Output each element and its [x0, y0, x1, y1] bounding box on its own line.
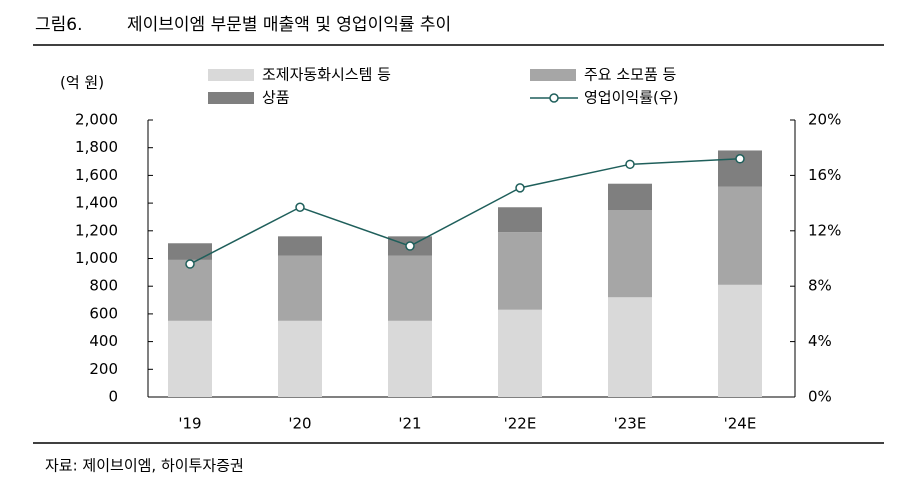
x-tick-label: '20: [288, 415, 311, 433]
marker: [515, 183, 525, 193]
bar: [168, 243, 212, 260]
bar: [498, 232, 542, 310]
y-tick-label: 800: [89, 277, 118, 295]
bar: [498, 207, 542, 233]
x-tick-label: '23E: [614, 415, 647, 433]
y2-tick-label: 20%: [808, 111, 841, 129]
bar: [278, 255, 322, 321]
bar: [278, 320, 322, 397]
legend-label: 영업이익률(우): [584, 89, 679, 107]
marker: [295, 202, 305, 213]
y-tick-label: 1,600: [75, 166, 118, 184]
legend-label: 주요 소모품 등: [584, 66, 677, 84]
legend-label: 조제자동화시스템 등: [262, 66, 391, 84]
y-tick-label: 1,000: [75, 249, 118, 267]
y-tick-label: 1,200: [75, 221, 118, 239]
bar: [608, 210, 652, 298]
x-tick-label: '21: [398, 415, 421, 433]
y-tick-label: 1,800: [75, 138, 118, 156]
bar: [168, 259, 212, 321]
y2-tick-label: 12%: [808, 221, 841, 239]
x-tick-label: '22E: [504, 415, 537, 433]
bar: [388, 320, 432, 397]
bar: [388, 255, 432, 321]
bar: [718, 186, 762, 285]
legend-swatch: [208, 92, 254, 104]
y-tick-label: 2,000: [75, 111, 118, 129]
y2-tick-label: 4%: [808, 332, 832, 350]
marker: [625, 159, 635, 170]
y2-tick-label: 0%: [808, 388, 832, 406]
bar: [498, 309, 542, 397]
figure-label: 그림6.: [35, 15, 83, 35]
source: 자료: 제이브이엠, 하이투자증권: [45, 457, 244, 475]
y-tick-label: 200: [89, 360, 118, 378]
bar: [608, 183, 652, 211]
x-tick-label: '19: [178, 415, 201, 433]
bar: [608, 297, 652, 397]
legend-swatch: [530, 69, 576, 81]
legend-marker: [549, 93, 559, 103]
legend-swatch: [208, 69, 254, 81]
marker: [185, 259, 195, 269]
y-tick-label: 1,400: [75, 194, 118, 212]
x-tick-label: '24E: [724, 415, 757, 433]
marker: [405, 241, 415, 251]
y-tick-label: 0: [108, 388, 118, 406]
bar: [718, 284, 762, 397]
chart-title: 제이브이엠 부문별 매출액 및 영업이익률 추이: [127, 15, 451, 35]
legend-label: 상품: [262, 89, 290, 107]
y-tick-label: 600: [89, 304, 118, 322]
bar: [278, 236, 322, 256]
y2-tick-label: 8%: [808, 277, 832, 295]
bar: [168, 320, 212, 397]
marker: [735, 154, 745, 164]
y-axis-label: (억 원): [60, 74, 104, 92]
y2-tick-label: 16%: [808, 166, 841, 184]
line: [189, 158, 741, 265]
y-tick-label: 400: [89, 332, 118, 350]
